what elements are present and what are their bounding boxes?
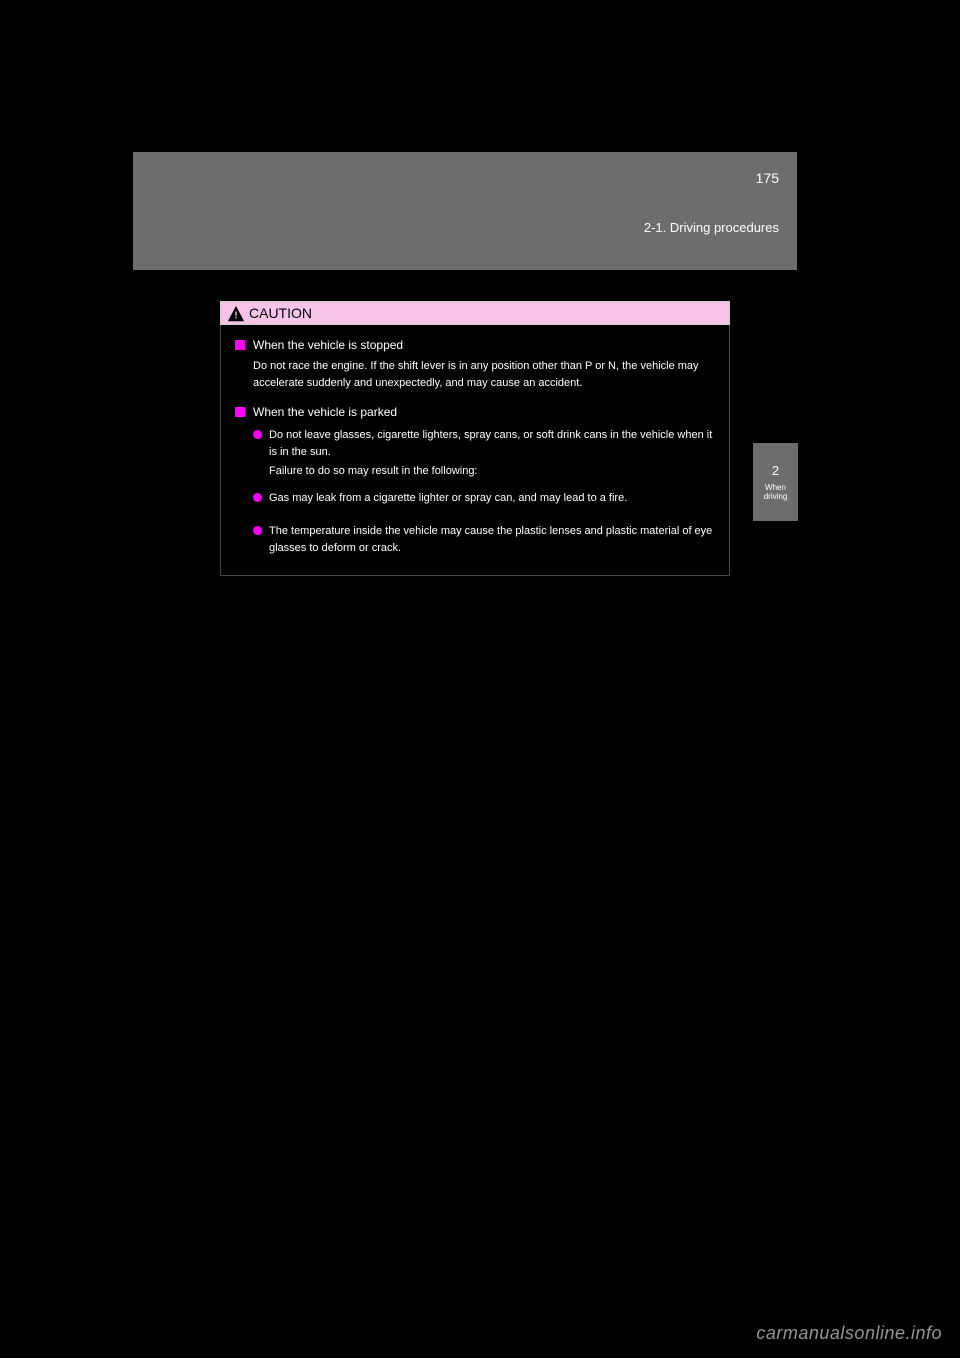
bullet-text: The temperature inside the vehicle may c… (269, 523, 715, 557)
bullet-text: Gas may leak from a cigarette lighter or… (269, 490, 715, 507)
bullet-item: Gas may leak from a cigarette lighter or… (253, 490, 715, 507)
round-bullet-icon (253, 430, 262, 439)
caution-text: Do not race the engine. If the shift lev… (253, 358, 715, 392)
section-title: 2-1. Driving procedures (644, 220, 779, 235)
bullet-item: Do not leave glasses, cigarette lighters… (253, 427, 715, 461)
watermark: carmanualsonline.info (756, 1323, 942, 1344)
chapter-tab: 2 Whendriving (753, 443, 798, 521)
caution-heading: When the vehicle is stopped (253, 337, 715, 354)
svg-text:!: ! (234, 311, 237, 322)
bullet-subtext: Failure to do so may result in the follo… (269, 463, 715, 480)
page-number: 175 (756, 170, 779, 186)
chapter-number: 2 (772, 463, 779, 478)
round-bullet-icon (253, 526, 262, 535)
caution-bar: ! CAUTION (220, 301, 730, 325)
square-bullet-icon (235, 407, 245, 417)
caution-label: CAUTION (249, 305, 312, 321)
bullet-text: Do not leave glasses, cigarette lighters… (269, 427, 715, 461)
header-band: 175 2-1. Driving procedures (133, 152, 797, 270)
caution-body: When the vehicle is stopped Do not race … (220, 325, 730, 576)
caution-item: When the vehicle is parked (235, 404, 715, 421)
caution-heading: When the vehicle is parked (253, 404, 715, 421)
round-bullet-icon (253, 493, 262, 502)
chapter-label: Whendriving (764, 484, 788, 502)
warning-icon: ! (227, 305, 245, 323)
bullet-item: The temperature inside the vehicle may c… (253, 523, 715, 557)
square-bullet-icon (235, 340, 245, 350)
caution-item: When the vehicle is stopped (235, 337, 715, 354)
